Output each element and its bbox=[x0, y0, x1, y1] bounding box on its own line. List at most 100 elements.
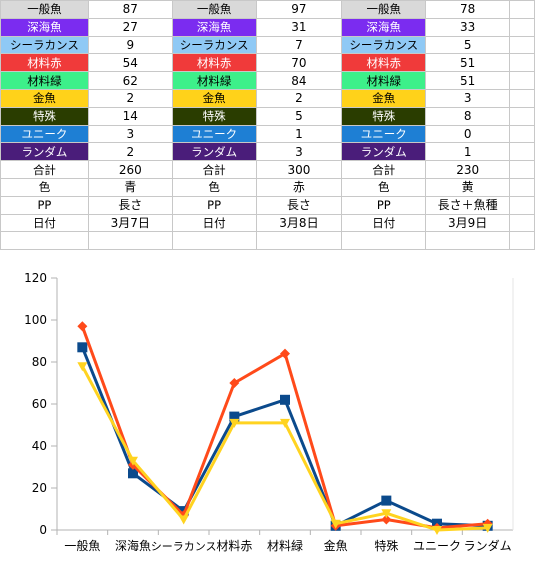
empty-cell[interactable] bbox=[509, 213, 535, 233]
category-label-cell[interactable]: PP bbox=[171, 195, 257, 215]
category-label-cell[interactable]: 色 bbox=[341, 177, 427, 197]
empty-cell[interactable] bbox=[425, 231, 511, 251]
value-cell[interactable]: 3月7日 bbox=[87, 213, 173, 233]
empty-cell[interactable] bbox=[509, 0, 535, 19]
empty-cell[interactable] bbox=[255, 231, 343, 251]
value-cell[interactable]: 3月9日 bbox=[425, 213, 511, 233]
category-label-cell[interactable]: シーラカンス bbox=[341, 35, 427, 55]
value-cell[interactable]: 長さ bbox=[255, 195, 343, 215]
value-cell[interactable]: 3月8日 bbox=[255, 213, 343, 233]
category-label-cell[interactable]: 一般魚 bbox=[171, 0, 257, 19]
category-label-cell[interactable]: シーラカンス bbox=[0, 35, 89, 55]
value-cell[interactable]: 33 bbox=[425, 17, 511, 37]
value-cell[interactable]: 2 bbox=[87, 142, 173, 162]
category-label-cell[interactable]: ランダム bbox=[171, 142, 257, 162]
value-cell[interactable]: 1 bbox=[425, 142, 511, 162]
category-label-cell[interactable]: PP bbox=[0, 195, 89, 215]
category-label-cell[interactable]: 深海魚 bbox=[0, 17, 89, 37]
value-cell[interactable]: 87 bbox=[87, 0, 173, 19]
category-label-cell[interactable]: PP bbox=[341, 195, 427, 215]
value-cell[interactable]: 2 bbox=[87, 88, 173, 108]
category-label-cell[interactable]: 材料赤 bbox=[0, 53, 89, 73]
category-label-cell[interactable]: 材料緑 bbox=[171, 71, 257, 90]
empty-cell[interactable] bbox=[509, 177, 535, 197]
category-label-cell[interactable]: ランダム bbox=[0, 142, 89, 162]
category-label-cell[interactable]: 合計 bbox=[0, 160, 89, 179]
category-label-cell[interactable]: 合計 bbox=[171, 160, 257, 179]
value-cell[interactable]: 2 bbox=[255, 88, 343, 108]
category-label-cell[interactable]: 深海魚 bbox=[171, 17, 257, 37]
category-label-cell[interactable]: 特殊 bbox=[0, 106, 89, 126]
value-cell[interactable]: 7 bbox=[255, 35, 343, 55]
category-label-cell[interactable]: 金魚 bbox=[0, 88, 89, 108]
empty-cell[interactable] bbox=[509, 17, 535, 37]
empty-cell[interactable] bbox=[509, 124, 535, 144]
empty-cell[interactable] bbox=[509, 88, 535, 108]
value-cell[interactable]: 260 bbox=[87, 160, 173, 179]
empty-cell[interactable] bbox=[509, 53, 535, 73]
empty-cell[interactable] bbox=[87, 231, 173, 251]
category-label-cell[interactable]: ユニーク bbox=[0, 124, 89, 144]
value-cell[interactable]: 27 bbox=[87, 17, 173, 37]
category-label-cell[interactable]: 特殊 bbox=[171, 106, 257, 126]
empty-cell[interactable] bbox=[509, 142, 535, 162]
empty-cell[interactable] bbox=[509, 71, 535, 90]
value-cell[interactable]: 31 bbox=[255, 17, 343, 37]
value-cell[interactable]: 84 bbox=[255, 71, 343, 90]
value-cell[interactable]: 1 bbox=[255, 124, 343, 144]
category-label-cell[interactable]: 特殊 bbox=[341, 106, 427, 126]
category-label-cell[interactable]: 材料赤 bbox=[341, 53, 427, 73]
value-cell[interactable]: 5 bbox=[255, 106, 343, 126]
empty-cell[interactable] bbox=[509, 231, 535, 251]
value-cell[interactable]: 3 bbox=[255, 142, 343, 162]
empty-cell[interactable] bbox=[171, 231, 257, 251]
value-cell[interactable]: 0 bbox=[425, 124, 511, 144]
value-cell[interactable]: 230 bbox=[425, 160, 511, 179]
category-label-cell[interactable]: 金魚 bbox=[341, 88, 427, 108]
value-cell[interactable]: 青 bbox=[87, 177, 173, 197]
value-cell[interactable]: 赤 bbox=[255, 177, 343, 197]
category-label-cell[interactable]: 日付 bbox=[171, 213, 257, 233]
category-label-cell[interactable]: ユニーク bbox=[171, 124, 257, 144]
value-cell[interactable]: 51 bbox=[425, 53, 511, 73]
value-cell[interactable]: 70 bbox=[255, 53, 343, 73]
empty-cell[interactable] bbox=[509, 195, 535, 215]
value-cell[interactable]: 97 bbox=[255, 0, 343, 19]
empty-cell[interactable] bbox=[509, 35, 535, 55]
category-label-cell[interactable]: シーラカンス bbox=[171, 35, 257, 55]
value-cell[interactable]: 300 bbox=[255, 160, 343, 179]
empty-cell[interactable] bbox=[509, 160, 535, 179]
category-label-cell[interactable]: ユニーク bbox=[341, 124, 427, 144]
value-cell[interactable]: 黄 bbox=[425, 177, 511, 197]
value-cell[interactable]: 51 bbox=[425, 71, 511, 90]
value-cell[interactable]: 9 bbox=[87, 35, 173, 55]
category-label-cell[interactable]: 一般魚 bbox=[0, 0, 89, 19]
empty-cell[interactable] bbox=[509, 106, 535, 126]
category-label-cell[interactable]: 材料赤 bbox=[171, 53, 257, 73]
category-label-cell[interactable]: ランダム bbox=[341, 142, 427, 162]
data-point bbox=[280, 348, 290, 359]
category-label-cell[interactable]: 一般魚 bbox=[341, 0, 427, 19]
x-tick-label: 金魚 bbox=[324, 538, 348, 553]
value-cell[interactable]: 3 bbox=[87, 124, 173, 144]
empty-cell[interactable] bbox=[341, 231, 427, 251]
category-label-cell[interactable]: 金魚 bbox=[171, 88, 257, 108]
value-cell[interactable]: 14 bbox=[87, 106, 173, 126]
category-label-cell[interactable]: 材料緑 bbox=[0, 71, 89, 90]
category-label-cell[interactable]: 日付 bbox=[0, 213, 89, 233]
value-cell[interactable]: 長さ＋魚種 bbox=[425, 195, 511, 215]
value-cell[interactable]: 3 bbox=[425, 88, 511, 108]
value-cell[interactable]: 54 bbox=[87, 53, 173, 73]
category-label-cell[interactable]: 合計 bbox=[341, 160, 427, 179]
empty-cell[interactable] bbox=[0, 231, 89, 251]
category-label-cell[interactable]: 材料緑 bbox=[341, 71, 427, 90]
category-label-cell[interactable]: 色 bbox=[0, 177, 89, 197]
value-cell[interactable]: 5 bbox=[425, 35, 511, 55]
value-cell[interactable]: 62 bbox=[87, 71, 173, 90]
category-label-cell[interactable]: 深海魚 bbox=[341, 17, 427, 37]
value-cell[interactable]: 78 bbox=[425, 0, 511, 19]
value-cell[interactable]: 8 bbox=[425, 106, 511, 126]
value-cell[interactable]: 長さ bbox=[87, 195, 173, 215]
category-label-cell[interactable]: 色 bbox=[171, 177, 257, 197]
category-label-cell[interactable]: 日付 bbox=[341, 213, 427, 233]
